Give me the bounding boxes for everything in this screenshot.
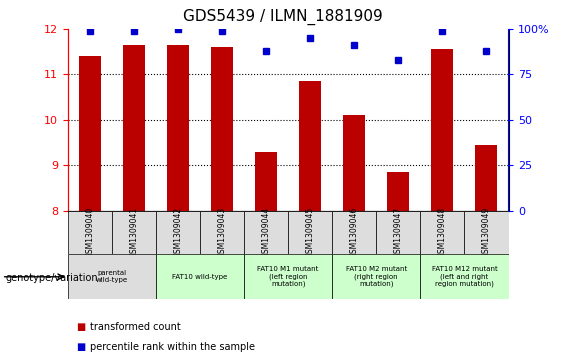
FancyBboxPatch shape: [464, 211, 508, 254]
Text: percentile rank within the sample: percentile rank within the sample: [90, 342, 255, 352]
Bar: [387, 172, 409, 211]
FancyBboxPatch shape: [376, 211, 420, 254]
Text: parental
wild-type: parental wild-type: [96, 270, 128, 283]
FancyBboxPatch shape: [332, 254, 420, 299]
Text: GDS5439 / ILMN_1881909: GDS5439 / ILMN_1881909: [182, 9, 383, 25]
Bar: [343, 115, 365, 211]
Text: GSM1309042: GSM1309042: [173, 207, 182, 258]
Bar: [299, 81, 321, 211]
Text: transformed count: transformed count: [90, 322, 181, 332]
Bar: [167, 45, 189, 211]
FancyBboxPatch shape: [112, 211, 156, 254]
Text: FAT10 M2 mutant
(right region
mutation): FAT10 M2 mutant (right region mutation): [346, 266, 407, 287]
Text: GSM1309040: GSM1309040: [85, 207, 94, 258]
FancyBboxPatch shape: [156, 254, 244, 299]
Text: FAT10 M12 mutant
(left and right
region mutation): FAT10 M12 mutant (left and right region …: [432, 266, 497, 287]
Bar: [123, 45, 145, 211]
Text: FAT10 wild-type: FAT10 wild-type: [172, 274, 228, 280]
FancyBboxPatch shape: [332, 211, 376, 254]
Bar: [79, 56, 101, 211]
FancyBboxPatch shape: [156, 211, 200, 254]
FancyBboxPatch shape: [200, 211, 244, 254]
Text: genotype/variation: genotype/variation: [6, 273, 98, 283]
FancyBboxPatch shape: [288, 211, 332, 254]
Text: GSM1309044: GSM1309044: [262, 207, 271, 258]
Text: FAT10 M1 mutant
(left region
mutation): FAT10 M1 mutant (left region mutation): [258, 266, 319, 287]
Text: GSM1309046: GSM1309046: [350, 207, 359, 258]
Bar: [211, 47, 233, 211]
Text: GSM1309043: GSM1309043: [218, 207, 227, 258]
Bar: [431, 49, 453, 211]
Text: GSM1309045: GSM1309045: [306, 207, 315, 258]
Text: GSM1309048: GSM1309048: [438, 207, 447, 258]
Text: GSM1309041: GSM1309041: [129, 207, 138, 258]
FancyBboxPatch shape: [68, 211, 112, 254]
FancyBboxPatch shape: [420, 254, 508, 299]
FancyBboxPatch shape: [244, 211, 288, 254]
Text: ■: ■: [76, 322, 85, 332]
Bar: [475, 145, 497, 211]
FancyBboxPatch shape: [68, 254, 156, 299]
Text: ■: ■: [76, 342, 85, 352]
Text: GSM1309049: GSM1309049: [482, 207, 491, 258]
Text: GSM1309047: GSM1309047: [394, 207, 403, 258]
FancyBboxPatch shape: [420, 211, 464, 254]
FancyBboxPatch shape: [244, 254, 332, 299]
Bar: [255, 151, 277, 211]
